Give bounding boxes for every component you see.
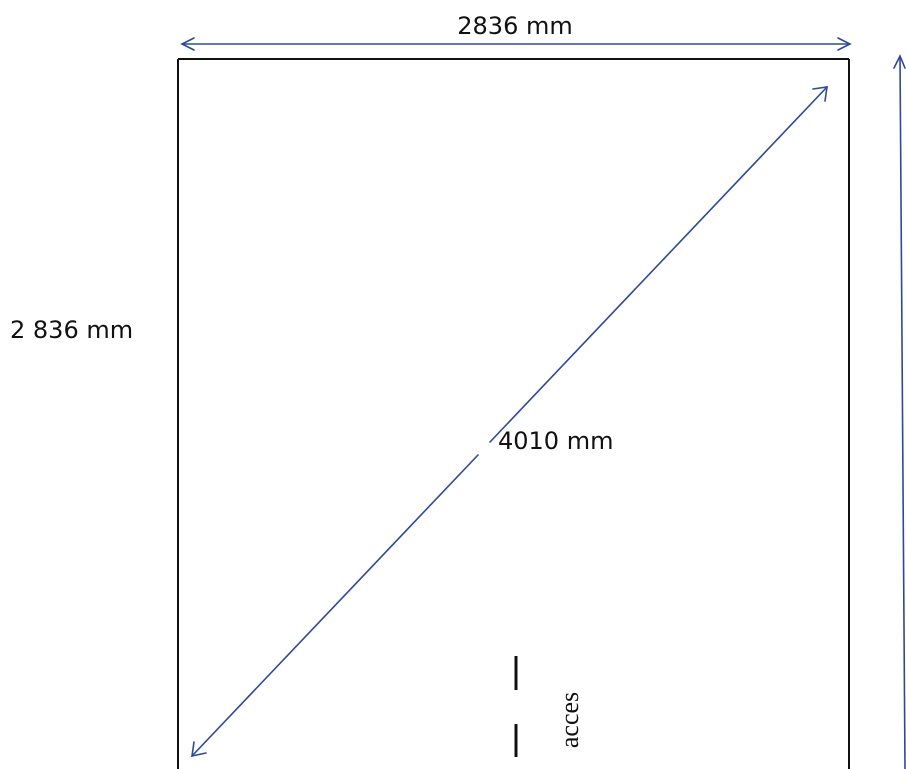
height-dimension-arrow — [893, 54, 906, 769]
height-dimension-label: 2 836 mm — [10, 316, 133, 344]
door-label: acces — [555, 692, 584, 748]
arrowhead-top-icon — [893, 54, 906, 69]
diagonal-dimension-arrow — [191, 86, 828, 758]
arrowhead-left-icon — [180, 37, 195, 51]
width-dimension-arrow — [180, 37, 852, 51]
width-dimension-label: 2836 mm — [457, 12, 572, 40]
room-outline — [177, 58, 850, 769]
arrowhead-right-icon — [837, 37, 852, 51]
arrowhead-lower-left-icon — [191, 741, 207, 758]
arrowhead-upper-right-icon — [812, 86, 828, 102]
diagonal-dimension-label: 4010 mm — [498, 427, 613, 455]
